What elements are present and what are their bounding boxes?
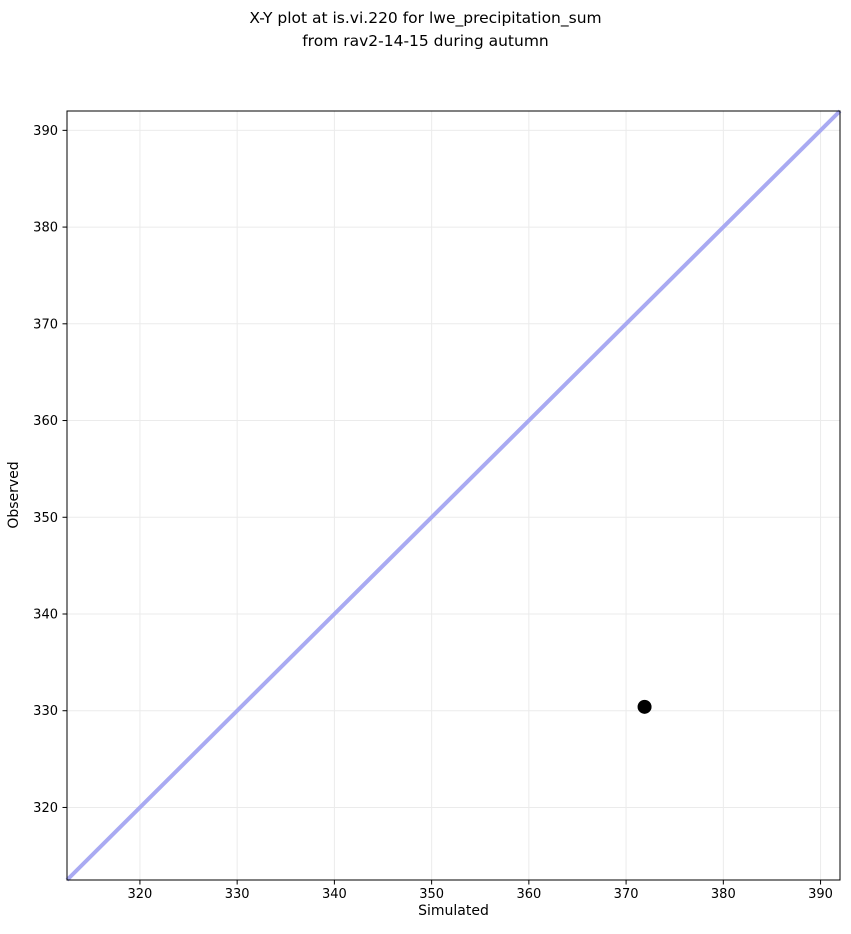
chart-title: X-Y plot at is.vi.220 for lwe_precipitat… xyxy=(0,7,851,53)
y-tick-label: 320 xyxy=(33,801,58,816)
data-point xyxy=(637,699,652,714)
x-tick-label: 330 xyxy=(225,887,250,902)
y-axis-label: Observed xyxy=(6,461,22,529)
y-tick-label: 330 xyxy=(33,704,58,719)
x-tick-label: 340 xyxy=(322,887,347,902)
identity-line xyxy=(65,109,842,882)
plot-frame xyxy=(66,110,841,881)
y-tick-label: 380 xyxy=(33,221,58,236)
x-axis-label: Simulated xyxy=(418,903,489,919)
y-tick-label: 390 xyxy=(33,124,58,139)
x-tick-label: 370 xyxy=(614,887,639,902)
x-tick-label: 350 xyxy=(419,887,444,902)
y-tick-label: 340 xyxy=(33,607,58,622)
y-tick-label: 370 xyxy=(33,317,58,332)
x-tick-label: 390 xyxy=(808,887,833,902)
y-tick-label: 350 xyxy=(33,511,58,526)
x-tick-label: 360 xyxy=(516,887,541,902)
x-tick-label: 320 xyxy=(128,887,153,902)
chart-title-line: X-Y plot at is.vi.220 for lwe_precipitat… xyxy=(249,9,602,27)
chart-title-line: from rav2-14-15 during autumn xyxy=(302,32,549,50)
y-tick-label: 360 xyxy=(33,414,58,429)
x-tick-label: 380 xyxy=(711,887,736,902)
